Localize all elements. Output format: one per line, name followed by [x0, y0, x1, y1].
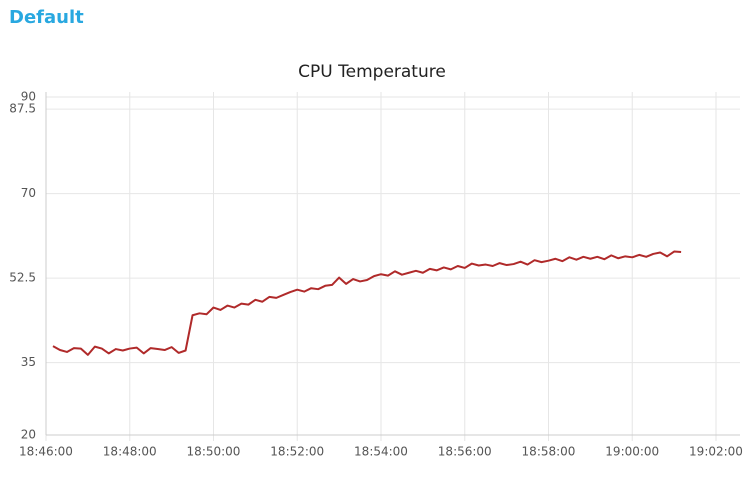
y-tick-label: 35 [21, 355, 36, 369]
y-tick-label: 52.5 [9, 271, 36, 285]
y-tick-label: 20 [21, 428, 36, 442]
x-tick-label: 19:00:00 [605, 445, 659, 459]
x-tick-label: 18:58:00 [522, 445, 576, 459]
x-tick-label: 18:50:00 [187, 445, 241, 459]
series-line [52, 250, 682, 356]
x-tick-label: 18:54:00 [354, 445, 408, 459]
x-tick-label: 19:02:00 [689, 445, 743, 459]
header-title: Default [9, 7, 84, 28]
x-tick-label: 18:56:00 [438, 445, 492, 459]
x-tick-label: 18:46:00 [19, 445, 73, 459]
y-tick-label: 90 [21, 90, 36, 104]
x-tick-label: 18:52:00 [270, 445, 324, 459]
y-tick-label: 70 [21, 186, 36, 200]
y-tick-label: 87.5 [9, 102, 36, 116]
chart-title: CPU Temperature [298, 62, 446, 82]
x-tick-label: 18:48:00 [103, 445, 157, 459]
